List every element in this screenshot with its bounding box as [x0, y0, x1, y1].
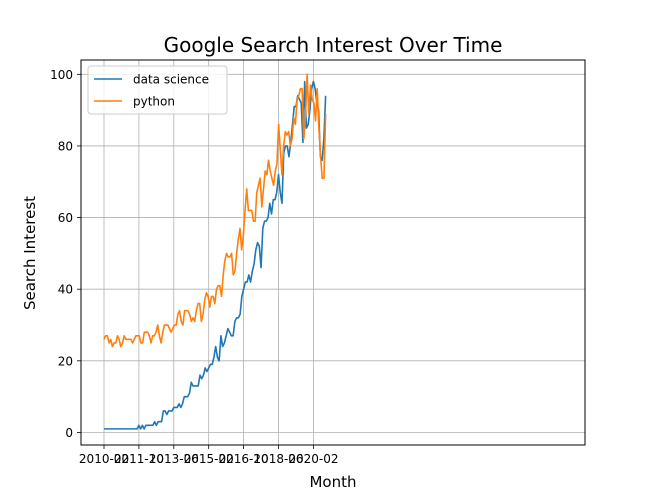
y-tick-label: 60 [58, 211, 73, 225]
legend-box [87, 65, 228, 115]
x-tick-label: 2016-10 [219, 452, 269, 466]
x-axis-ticks: 2010-022011-102013-062015-022016-102018-… [79, 445, 338, 466]
x-axis-label: Month [309, 473, 356, 491]
x-tick-label: 2015-02 [184, 452, 234, 466]
y-tick-label: 20 [58, 354, 73, 368]
grid-lines [81, 60, 585, 445]
legend-label: python [133, 95, 175, 109]
legend-label: data science [133, 73, 209, 87]
plot-area-frame [80, 59, 586, 446]
chart-title: Google Search Interest Over Time [164, 33, 503, 57]
series-line-python [103, 73, 327, 348]
y-tick-label: 100 [50, 68, 73, 82]
x-tick-label: 2010-02 [79, 452, 129, 466]
x-tick-label: 2011-10 [114, 452, 164, 466]
series-lines [103, 73, 327, 430]
y-tick-label: 80 [58, 139, 73, 153]
y-axis-label: Search Interest [21, 196, 39, 310]
x-tick-label: 2020-02 [288, 452, 338, 466]
x-tick-label: 2013-06 [149, 452, 199, 466]
x-tick-label: 2018-06 [253, 452, 303, 466]
y-tick-label: 40 [58, 283, 73, 297]
series-line-data-science [104, 80, 327, 430]
legend: data science python [87, 65, 228, 115]
y-axis-ticks: 0 20 40 60 80 100 [50, 68, 81, 440]
y-tick-label: 0 [65, 426, 73, 440]
